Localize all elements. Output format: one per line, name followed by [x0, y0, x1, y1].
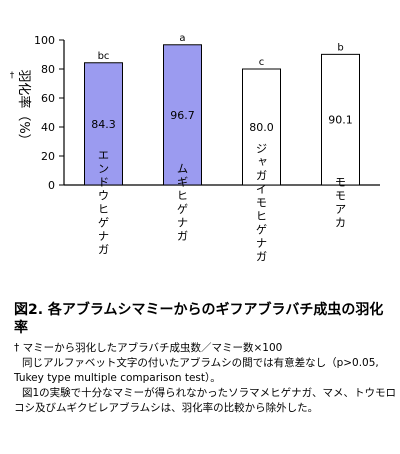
bar: [242, 68, 281, 186]
y-tick-label: 40: [41, 121, 55, 134]
x-tick-label: ジャガイモヒゲナガ: [255, 142, 269, 264]
bar-value-label: 84.3: [91, 118, 116, 131]
bar: [163, 44, 202, 186]
y-tick-label: 80: [41, 63, 55, 76]
figure-caption-title: 図2. 各アブラムシマミーからのギフアブラバチ成虫の羽化率: [14, 302, 384, 336]
bar-value-label: 90.1: [328, 114, 353, 127]
significance-letter: b: [337, 42, 343, 53]
y-tick-label: 0: [48, 179, 55, 192]
bar-chart: 0 20 40 60 80 100 84.3 bc 96.7 a 80.0 c 90.1 b エンドウヒ…: [10, 33, 380, 264]
bar: [84, 62, 123, 186]
note-exclusion: 図1の実験で十分なマミーが得られなかったソラマメヒゲナガ、マメ、トウモロコシ及び…: [14, 387, 396, 414]
y-tick-label: 100: [34, 34, 55, 47]
y-ticks: 0 20 40 60 80 100: [34, 34, 64, 192]
x-tick-label: ムギヒゲナガ: [176, 163, 190, 244]
significance-letter: a: [179, 33, 185, 44]
bar: [321, 53, 360, 186]
note-definition: † マミーから羽化したアブラバチ成虫数／マミー数×100: [14, 342, 283, 354]
note-significance: 同じアルファベット文字の付いたアブラムシの間では有意差なし（p>0.05, Tu…: [14, 357, 379, 384]
y-axis-label-marker: †: [10, 71, 15, 81]
x-tick-label: エンドウヒゲナガ: [97, 149, 111, 257]
bar-value-label: 96.7: [170, 109, 195, 122]
bars: 84.3 bc 96.7 a 80.0 c 90.1 b: [84, 33, 360, 186]
y-tick-label: 60: [41, 92, 55, 105]
figure-notes: † マミーから羽化したアブラバチ成虫数／マミー数×100 同じアルファベット文字…: [14, 341, 398, 416]
x-tick-label: モモアカ: [334, 176, 348, 230]
significance-letter: c: [259, 57, 265, 68]
y-tick-label: 20: [41, 150, 55, 163]
bar-value-label: 80.0: [249, 121, 274, 134]
x-tick-labels: エンドウヒゲナガ ムギヒゲナガ ジャガイモヒゲナガ モモアカ: [97, 142, 348, 264]
significance-letter: bc: [98, 51, 110, 62]
y-axis-label: 羽化率（%）: [16, 69, 32, 146]
